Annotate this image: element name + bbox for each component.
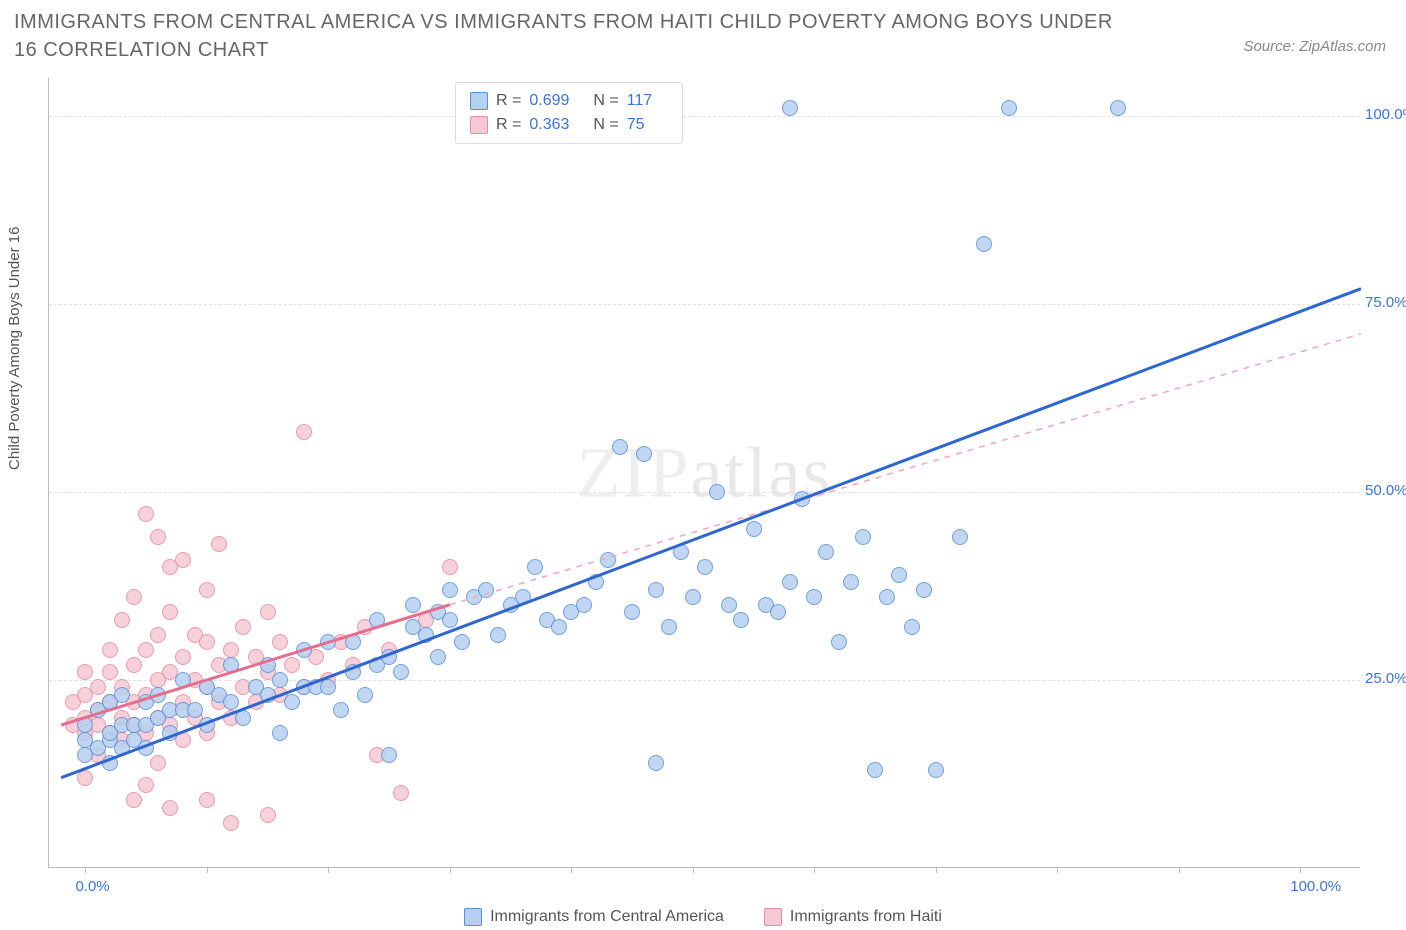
legend-row-pink: R = 0.363 N = 75	[470, 113, 668, 137]
n-value: 75	[627, 113, 645, 137]
legend-row-blue: R = 0.699 N = 117	[470, 89, 668, 113]
legend-item: Immigrants from Haiti	[764, 908, 942, 926]
swatch-icon	[470, 92, 488, 110]
n-value: 117	[627, 89, 653, 113]
x-tick-label: 0.0%	[75, 878, 109, 895]
legend-item: Immigrants from Central America	[464, 908, 724, 926]
y-tick-label: 50.0%	[1365, 482, 1406, 499]
chart-title: IMMIGRANTS FROM CENTRAL AMERICA VS IMMIG…	[14, 8, 1124, 64]
n-label: N =	[593, 113, 618, 137]
y-tick-label: 100.0%	[1365, 106, 1406, 123]
y-axis-label: Child Poverty Among Boys Under 16	[6, 227, 23, 470]
legend-label: Immigrants from Haiti	[790, 908, 942, 926]
x-tick-label: 100.0%	[1290, 878, 1341, 895]
r-value: 0.699	[529, 89, 569, 113]
source-label: Source: ZipAtlas.com	[1243, 38, 1386, 55]
y-tick-label: 25.0%	[1365, 670, 1406, 687]
scatter-plot: ZIPatlas 25.0%50.0%75.0%100.0%0.0%100.0%	[48, 78, 1360, 868]
legend-label: Immigrants from Central America	[490, 908, 724, 926]
r-label: R =	[496, 89, 521, 113]
swatch-icon	[470, 116, 488, 134]
series-legend: Immigrants from Central America Immigran…	[0, 908, 1406, 926]
n-label: N =	[593, 89, 618, 113]
stats-legend: R = 0.699 N = 117 R = 0.363 N = 75	[455, 82, 683, 144]
trend-line	[49, 78, 1361, 868]
r-label: R =	[496, 113, 521, 137]
swatch-icon	[464, 908, 482, 926]
y-tick-label: 75.0%	[1365, 294, 1406, 311]
swatch-icon	[764, 908, 782, 926]
r-value: 0.363	[529, 113, 569, 137]
